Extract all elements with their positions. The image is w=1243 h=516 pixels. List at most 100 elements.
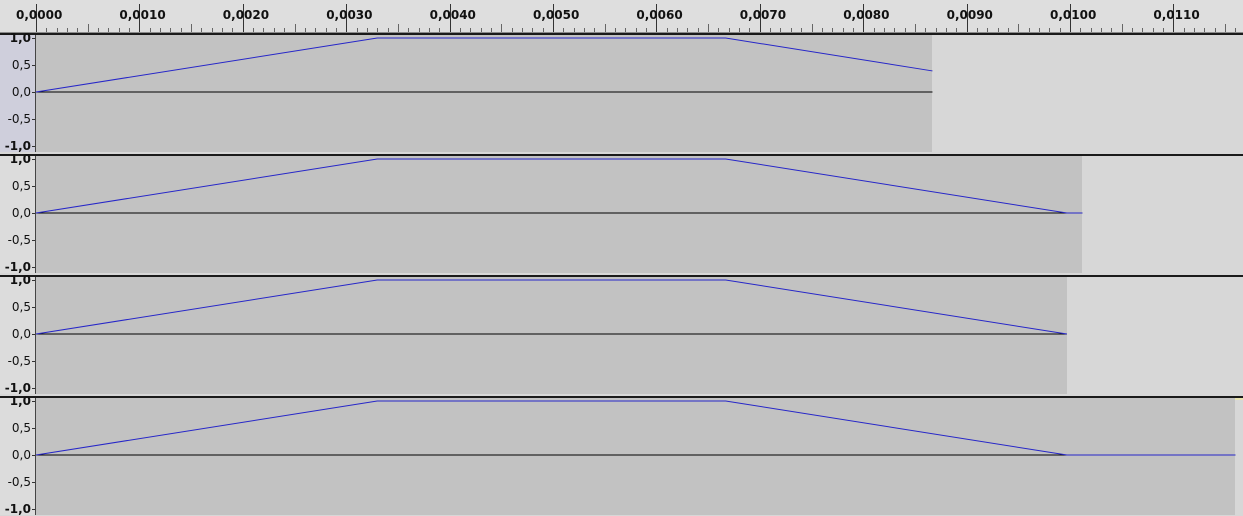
ruler-minor-tick <box>98 28 100 32</box>
amplitude-label: 1,0 <box>9 152 31 166</box>
ruler-minor-tick <box>532 28 534 32</box>
timeline-ruler[interactable]: 0,0000 0,0010 0,0020 0,0030 0,0040 0,0050 0,00… <box>0 0 1243 33</box>
waveform <box>35 158 1083 214</box>
ruler-label: 0,0000 <box>16 8 63 22</box>
ruler-minor-tick <box>935 28 937 32</box>
ruler-minor-tick <box>687 28 689 32</box>
ruler-minor-tick <box>1018 24 1020 32</box>
ruler-label: 0,0080 <box>843 8 890 22</box>
ruler-minor-tick <box>118 28 120 32</box>
ruler-minor-tick <box>842 28 844 32</box>
amplitude-label: 1,0 <box>9 31 31 45</box>
ruler-minor-tick <box>56 28 58 32</box>
ruler-minor-tick <box>304 28 306 32</box>
ruler-minor-tick <box>956 28 958 32</box>
ruler-minor-tick <box>894 28 896 32</box>
ruler-minor-tick <box>480 28 482 32</box>
ruler-major-tick <box>36 4 37 32</box>
ruler-minor-tick <box>594 28 596 32</box>
audio-clip[interactable] <box>36 156 1083 273</box>
ruler-minor-tick <box>615 28 617 32</box>
ruler-major-tick <box>242 4 244 32</box>
waveform-line <box>35 158 1083 214</box>
amplitude-label: 0,5 <box>11 300 31 314</box>
ruler-major-tick <box>966 4 968 32</box>
ruler-minor-tick <box>1214 28 1216 32</box>
audio-track[interactable]: 1,0 0,5 0,0 -0,5 -1,0 <box>0 273 1243 394</box>
ruler-major-tick <box>656 4 658 32</box>
audio-track[interactable]: 1,0 0,5 0,0 -0,5 -1,0 <box>0 152 1243 273</box>
audio-track[interactable]: 1,0 0,5 0,0 -0,5 -1,0 <box>0 31 1243 152</box>
ruler-minor-tick <box>222 28 224 32</box>
ruler-minor-tick <box>718 28 720 32</box>
amplitude-label: 0,5 <box>11 58 31 72</box>
ruler-minor-tick <box>1204 28 1206 32</box>
ruler-major-tick <box>1173 4 1175 32</box>
ruler-minor-tick <box>1059 28 1061 32</box>
ruler-minor-tick <box>1101 28 1103 32</box>
amplitude-tick <box>32 38 35 39</box>
ruler-major-tick <box>759 4 761 32</box>
amplitude-tick <box>32 213 35 214</box>
ruler-minor-tick <box>604 24 606 32</box>
ruler-label: 0,0110 <box>1153 8 1200 22</box>
audio-clip[interactable] <box>36 277 1067 394</box>
audio-track[interactable]: 1,0 0,5 0,0 -0,5 -1,0 <box>0 394 1243 516</box>
ruler-minor-tick <box>108 28 110 32</box>
ruler-minor-tick <box>904 28 906 32</box>
ruler-minor-tick <box>335 28 337 32</box>
ruler-label: 0,0040 <box>429 8 476 22</box>
ruler-minor-tick <box>749 28 751 32</box>
ruler-minor-tick <box>646 28 648 32</box>
amplitude-label: -1,0 <box>4 502 31 516</box>
ruler-label: 0,0100 <box>1050 8 1097 22</box>
ruler-major-tick <box>346 4 348 32</box>
ruler-minor-tick <box>635 28 637 32</box>
amplitude-tick <box>32 267 35 268</box>
ruler-minor-tick <box>356 28 358 32</box>
amplitude-ruler[interactable]: 1,0 0,5 0,0 -0,5 -1,0 <box>0 152 36 273</box>
ruler-major-tick <box>553 4 554 32</box>
waveform <box>35 37 933 93</box>
ruler-minor-tick <box>160 28 162 32</box>
amplitude-label: 0,5 <box>11 421 31 435</box>
ruler-minor-tick <box>914 24 916 32</box>
amplitude-ruler[interactable]: 1,0 0,5 0,0 -0,5 -1,0 <box>0 273 36 394</box>
ruler-label: 0,0030 <box>326 8 373 22</box>
amplitude-label: 1,0 <box>9 273 31 287</box>
ruler-label: 0,0050 <box>533 8 580 22</box>
ruler-major-tick <box>449 4 451 32</box>
waveform-line <box>35 37 933 93</box>
amplitude-label: 1,0 <box>9 394 31 408</box>
amplitude-tick <box>32 280 35 281</box>
ruler-minor-tick <box>811 24 813 32</box>
ruler-minor-tick <box>439 28 441 32</box>
ruler-minor-tick <box>1080 28 1082 32</box>
ruler-minor-tick <box>1028 28 1030 32</box>
ruler-minor-tick <box>1090 28 1092 32</box>
amplitude-label: -0,5 <box>7 112 31 126</box>
ruler-minor-tick <box>708 24 710 32</box>
ruler-minor-tick <box>883 28 885 32</box>
audio-clip[interactable] <box>36 35 933 152</box>
amplitude-tick <box>32 92 35 93</box>
ruler-minor-tick <box>852 28 854 32</box>
ruler-minor-tick <box>1007 28 1009 32</box>
ruler-minor-tick <box>377 28 379 32</box>
ruler-minor-tick <box>418 28 420 32</box>
amplitude-ruler[interactable]: 1,0 0,5 0,0 -0,5 -1,0 <box>0 31 36 152</box>
amplitude-label: -0,5 <box>7 475 31 489</box>
ruler-minor-tick <box>294 24 296 32</box>
amplitude-label: 0,0 <box>11 448 31 462</box>
ruler-minor-tick <box>832 28 834 32</box>
ruler-minor-tick <box>563 28 565 32</box>
audio-clip[interactable] <box>36 398 1236 515</box>
ruler-minor-tick <box>728 28 730 32</box>
ruler-minor-tick <box>408 28 410 32</box>
ruler-minor-tick <box>1142 28 1144 32</box>
amplitude-ruler[interactable]: 1,0 0,5 0,0 -0,5 -1,0 <box>0 394 36 516</box>
ruler-minor-tick <box>1038 28 1040 32</box>
ruler-minor-tick <box>263 28 265 32</box>
ruler-minor-tick <box>180 28 182 32</box>
ruler-minor-tick <box>1121 24 1123 32</box>
